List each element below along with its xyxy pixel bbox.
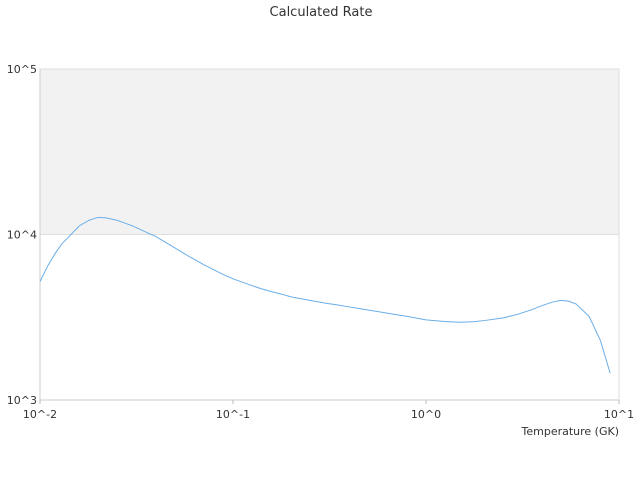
x-tick-label: 10^-1 bbox=[216, 408, 250, 421]
y-tick-label: 10^5 bbox=[7, 63, 37, 76]
plot-area: 10^-2 10^-1 10^0 10^1 10^3 10^4 10^5 bbox=[7, 63, 634, 421]
y-tick-label: 10^4 bbox=[7, 229, 37, 242]
x-tick-label: 10^0 bbox=[411, 408, 441, 421]
series-line bbox=[39, 216, 611, 374]
x-tick-label: 10^1 bbox=[604, 408, 634, 421]
x-axis-label: Temperature (GK) bbox=[521, 425, 620, 438]
x-tick-label: 10^-2 bbox=[23, 408, 57, 421]
chart-title: Calculated Rate bbox=[270, 5, 373, 20]
shaded-band bbox=[40, 69, 619, 235]
y-tick-label: 10^3 bbox=[7, 394, 37, 407]
